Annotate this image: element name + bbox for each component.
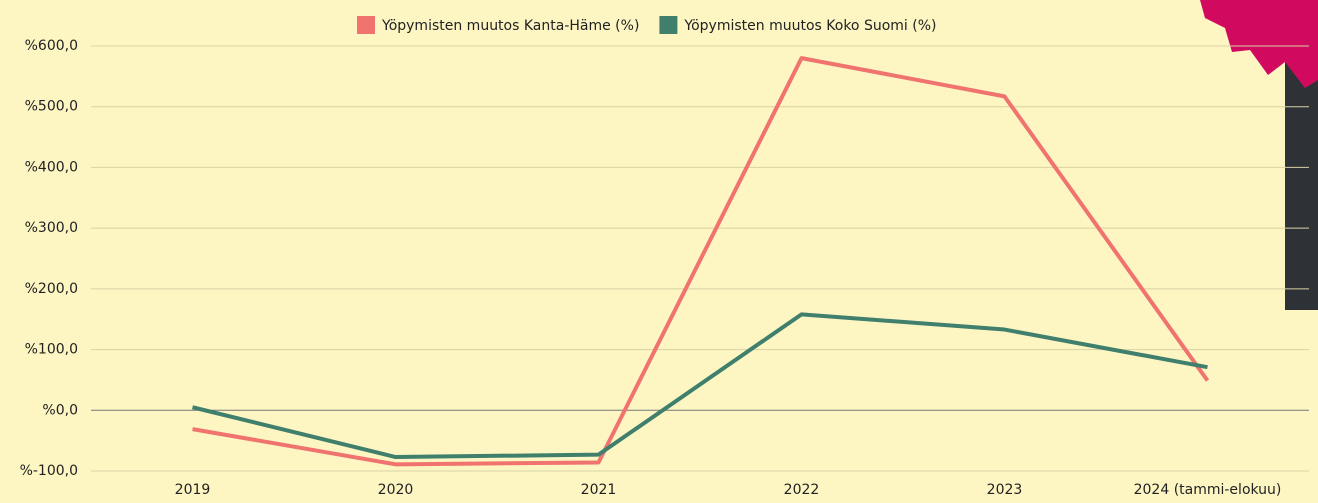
series-line: [192, 56, 1210, 467]
y-tick-label: %200,0: [25, 281, 78, 297]
legend-label: Yöpymisten muutos Koko Suomi (%): [683, 18, 936, 34]
x-tick-label: 2024 (tammi-elokuu): [1134, 482, 1282, 498]
x-tick-label: 2019: [175, 482, 211, 498]
legend-swatch: [659, 16, 678, 34]
x-tick-label: 2023: [987, 482, 1023, 498]
y-tick-label: %-100,0: [20, 463, 78, 479]
y-tick-label: %0,0: [42, 402, 78, 418]
y-tick-label: %400,0: [25, 159, 78, 175]
legend-swatch: [357, 16, 375, 34]
series-line: [192, 312, 1208, 460]
y-tick-label: %100,0: [25, 342, 78, 358]
x-tick-label: 2020: [378, 482, 414, 498]
decoration-pink: [1200, 0, 1318, 88]
y-tick-label: %600,0: [25, 38, 78, 54]
decoration-dark: [1285, 88, 1318, 220]
y-tick-label: %300,0: [25, 220, 78, 236]
x-tick-label: 2021: [581, 482, 617, 498]
y-tick-label: %500,0: [25, 99, 78, 115]
x-tick-label: 2022: [784, 482, 820, 498]
legend-label: Yöpymisten muutos Kanta-Häme (%): [381, 18, 639, 34]
